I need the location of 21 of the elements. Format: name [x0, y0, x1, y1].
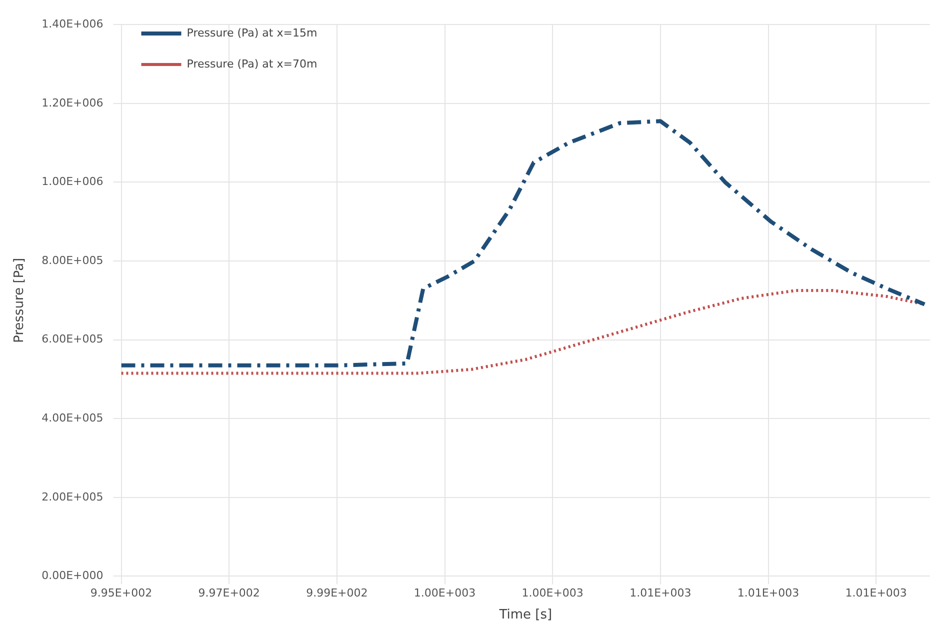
x-tick-label: 1.01E+003 [845, 586, 907, 600]
x-tick-label: 9.99E+002 [306, 586, 368, 600]
legend-label: Pressure (Pa) at x=70m [186, 57, 318, 70]
x-tick-label: 1.01E+003 [630, 586, 692, 600]
y-tick-label: 6.00E+005 [42, 332, 104, 346]
y-tick-label: 2.00E+005 [42, 490, 104, 504]
x-tick-label: 1.00E+003 [414, 586, 476, 600]
legend-label: Pressure (Pa) at x=15m [186, 26, 318, 40]
y-axis-title: Pressure [Pa] [12, 258, 28, 343]
y-tick-label: 0.00E+000 [42, 569, 104, 582]
x-axis-title: Time [s] [498, 608, 552, 623]
y-tick-label: 4.00E+005 [42, 411, 104, 424]
y-tick-label: 8.00E+005 [42, 254, 104, 267]
x-tick-label: 9.97E+002 [198, 586, 260, 600]
x-tick-label: 1.00E+003 [522, 586, 584, 600]
y-tick-label: 1.20E+006 [42, 96, 104, 110]
y-tick-label: 1.40E+006 [42, 17, 104, 30]
y-tick-label: 1.00E+006 [42, 175, 104, 188]
x-tick-label: 9.95E+002 [90, 586, 152, 600]
line-series [121, 119, 927, 368]
x-tick-label: 1.01E+003 [737, 586, 800, 600]
